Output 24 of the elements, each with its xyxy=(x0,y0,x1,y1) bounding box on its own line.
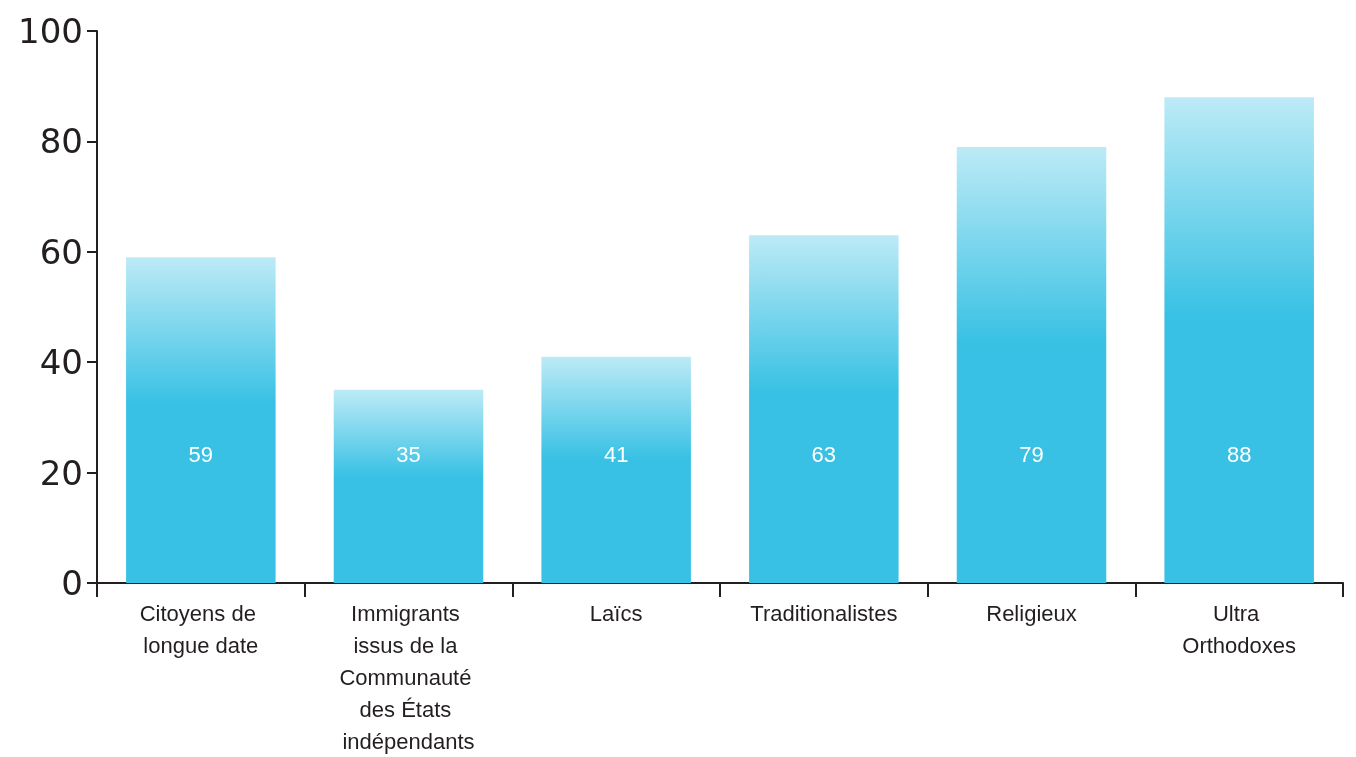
x-tick-label: Ultra Orthodoxes xyxy=(1182,600,1297,658)
bar xyxy=(333,389,484,583)
data-label: 63 xyxy=(811,441,837,467)
y-tick-label: 100 xyxy=(18,11,83,51)
y-tick-label: 80 xyxy=(39,121,83,162)
x-tick-label: Immigrants issus de la Communauté des États indépendants xyxy=(339,600,478,754)
x-tick-label: Religieux xyxy=(986,600,1077,626)
data-label: 41 xyxy=(603,441,629,467)
data-label: 35 xyxy=(396,441,421,467)
data-label: 79 xyxy=(1019,441,1044,467)
y-tick-label: 0 xyxy=(61,563,83,603)
bar xyxy=(956,146,1107,583)
bar xyxy=(749,235,899,583)
y-tick-label: 40 xyxy=(39,342,83,383)
data-label: 88 xyxy=(1226,441,1252,467)
bar xyxy=(541,356,691,583)
x-tick-label: Traditionalistes xyxy=(750,600,898,626)
bar xyxy=(1164,97,1314,583)
bar xyxy=(126,257,276,583)
y-tick-label: 20 xyxy=(39,452,83,493)
x-tick-label: Laïcs xyxy=(589,600,643,626)
y-tick-label: 60 xyxy=(39,231,83,272)
data-label: 59 xyxy=(188,441,214,467)
x-tick-label: Citoyens de longue date xyxy=(139,600,262,658)
